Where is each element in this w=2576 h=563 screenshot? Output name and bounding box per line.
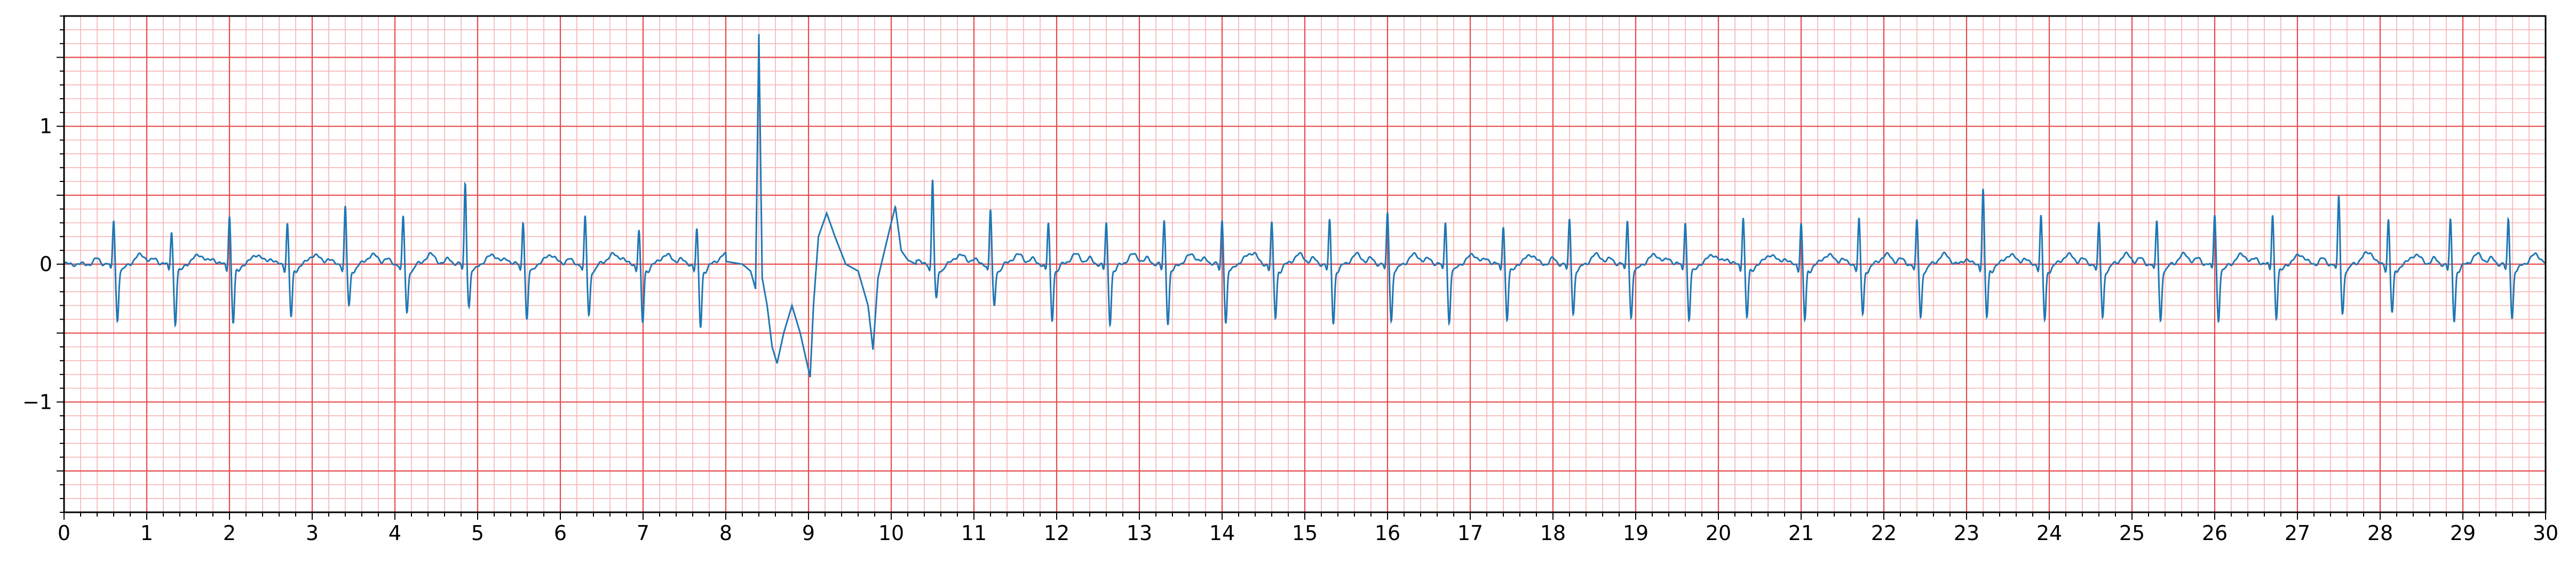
x-tick-label: 20: [1706, 521, 1731, 545]
x-tick-label: 15: [1292, 521, 1318, 545]
x-tick-label: 16: [1375, 521, 1400, 545]
x-tick-label: 9: [802, 521, 815, 545]
x-tick-label: 14: [1209, 521, 1235, 545]
x-tick-label: 23: [1954, 521, 1979, 545]
x-tick-label: 4: [389, 521, 401, 545]
x-tick-label: 0: [58, 521, 70, 545]
x-tick-label: 13: [1127, 521, 1152, 545]
x-tick-label: 30: [2533, 521, 2558, 545]
x-tick-label: 2: [223, 521, 236, 545]
major-grid: [63, 16, 2547, 512]
x-tick-label: 6: [554, 521, 567, 545]
x-tick-label: 27: [2285, 521, 2310, 545]
x-tick-label: 24: [2036, 521, 2062, 545]
x-tick-label: 8: [719, 521, 732, 545]
x-tick-label: 21: [1788, 521, 1814, 545]
x-tick-label: 11: [961, 521, 987, 545]
ecg-trace: [63, 34, 2546, 378]
x-tick-label: 19: [1623, 521, 1648, 545]
x-tick-label: 10: [878, 521, 904, 545]
x-tick-label: 18: [1540, 521, 1566, 545]
x-tick-label: 12: [1044, 521, 1069, 545]
x-tick-label: 29: [2450, 521, 2476, 545]
y-tick-label: 1: [39, 115, 52, 138]
x-axis: 0 1 2 3 4 5 6 7 8 9 10 11 12 13 14 15 16 17 18 19 20 21 22 23 24…: [58, 512, 2558, 545]
x-tick-label: 1: [140, 521, 153, 545]
x-tick-label: 5: [471, 521, 484, 545]
x-tick-label: 25: [2119, 521, 2145, 545]
x-tick-label: 28: [2367, 521, 2393, 545]
x-tick-label: 26: [2202, 521, 2228, 545]
y-axis: 1 0 −1: [22, 15, 64, 513]
x-tick-label: 7: [637, 521, 649, 545]
x-tick-label: 22: [1871, 521, 1897, 545]
x-tick-label: 3: [306, 521, 319, 545]
y-tick-label: −1: [22, 390, 52, 414]
y-tick-label: 0: [39, 252, 52, 276]
x-tick-label: 17: [1457, 521, 1483, 545]
